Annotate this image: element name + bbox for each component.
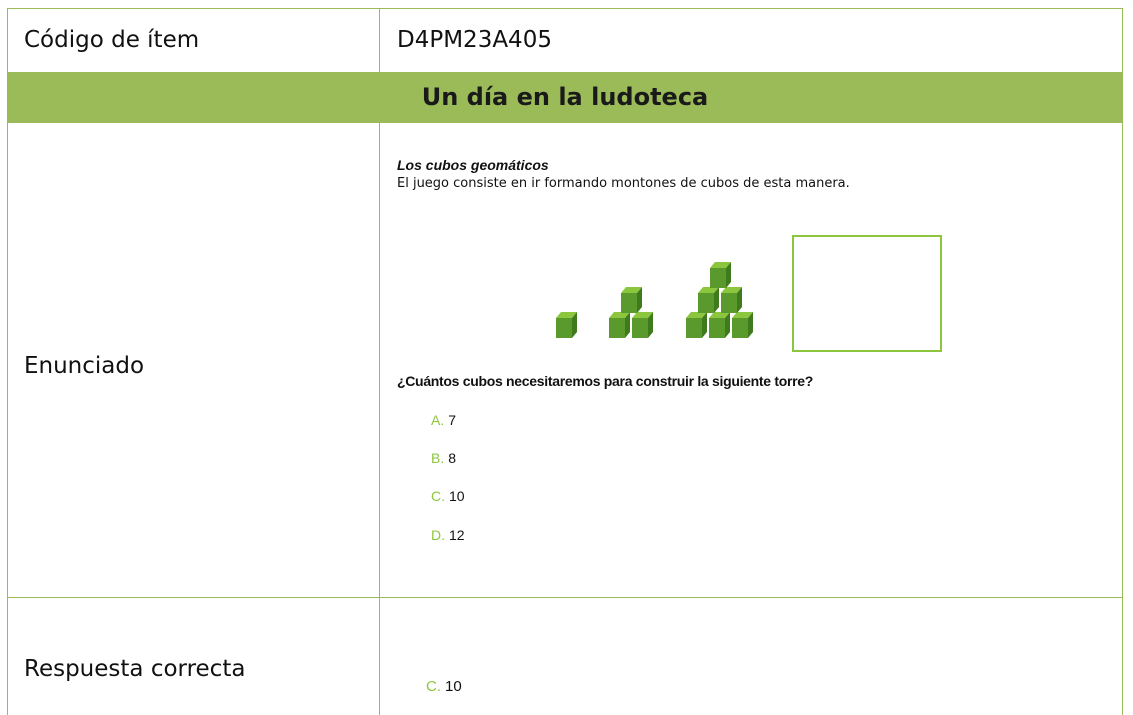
- question: ¿Cuántos cubos necesitaremos para constr…: [397, 373, 813, 389]
- border: [7, 8, 1123, 9]
- border: [7, 72, 1123, 73]
- heading: Los cubos geomáticos: [397, 157, 549, 173]
- label: Código de ítem: [24, 27, 200, 53]
- option-letter: D.: [431, 527, 445, 543]
- answer: C. 10: [426, 678, 462, 695]
- border: [7, 597, 1123, 598]
- option: D. 12: [431, 527, 465, 543]
- label: Respuesta correcta: [24, 656, 246, 682]
- title: Un día en la ludoteca: [7, 73, 1123, 122]
- answer-text: 10: [445, 678, 462, 695]
- answer-letter: C.: [426, 678, 441, 695]
- option-text: 12: [449, 527, 465, 543]
- option-text: 8: [448, 450, 457, 466]
- option-text: 7: [448, 412, 457, 428]
- option: C. 10: [431, 488, 465, 504]
- border: [379, 8, 380, 72]
- option-letter: A.: [431, 412, 445, 428]
- border: [7, 122, 1123, 123]
- option: A. 7: [431, 412, 456, 428]
- border: [7, 8, 8, 715]
- figure: [556, 235, 942, 352]
- border: [1122, 8, 1123, 715]
- option-letter: C.: [431, 488, 445, 504]
- option-text: 10: [449, 488, 465, 504]
- option: B. 8: [431, 450, 456, 466]
- border: [379, 122, 380, 715]
- label: Enunciado: [24, 353, 145, 379]
- option-letter: B.: [431, 450, 445, 466]
- text: El juego consiste en ir formando montone…: [397, 176, 850, 191]
- value: D4PM23A405: [397, 27, 552, 53]
